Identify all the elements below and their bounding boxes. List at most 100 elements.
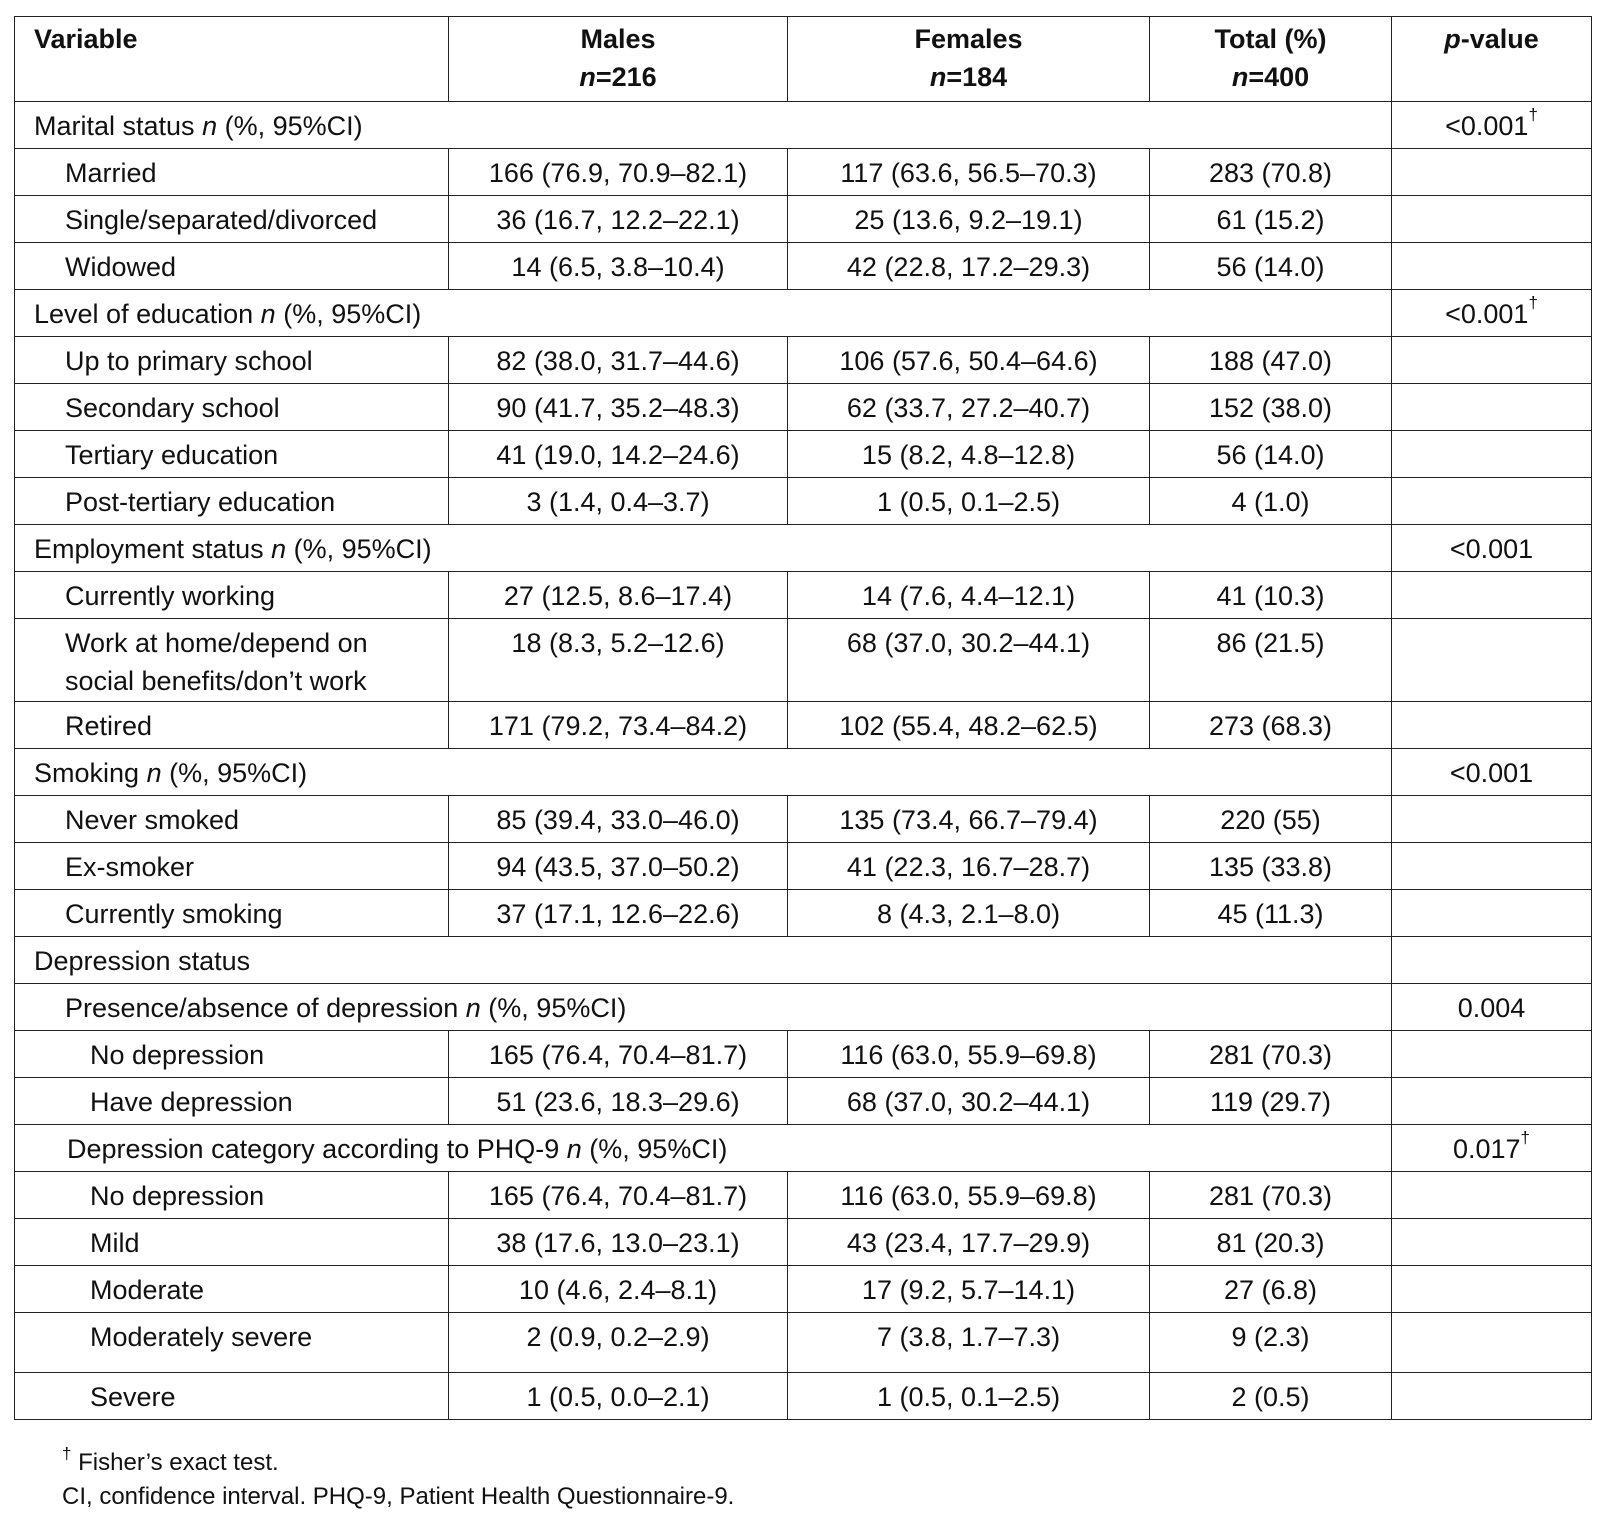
cell-females: 7 (3.8, 1.7–7.3) xyxy=(787,1312,1150,1373)
cell-total: 56 (14.0) xyxy=(1149,242,1392,290)
cell-males: 38 (17.6, 13.0–23.1) xyxy=(448,1218,788,1266)
p-value: 0.004 xyxy=(1391,983,1592,1031)
table-row: Severe 1 (0.5, 0.0–2.1) 1 (0.5, 0.1–2.5)… xyxy=(14,1372,1592,1420)
cell-females: 42 (22.8, 17.2–29.3) xyxy=(787,242,1150,290)
table-row: Secondary school 90 (41.7, 35.2–48.3) 62… xyxy=(14,383,1592,431)
row-label: Widowed xyxy=(14,242,449,290)
p-value: <0.001 xyxy=(1391,748,1592,796)
row-label: Up to primary school xyxy=(14,336,449,384)
subsection-label: Presence/absence of depression n (%, 95%… xyxy=(14,983,1392,1031)
row-label: Married xyxy=(14,148,449,196)
cell-total: 135 (33.8) xyxy=(1149,842,1392,890)
cell-females: 1 (0.5, 0.1–2.5) xyxy=(787,1372,1150,1420)
table-header-row: Variable Males n=216 Females n=184 Total (… xyxy=(14,16,1592,102)
cell-total: 281 (70.3) xyxy=(1149,1171,1392,1219)
cell-total: 119 (29.7) xyxy=(1149,1077,1392,1125)
row-label: Have depression xyxy=(14,1077,449,1125)
cell-males: 165 (76.4, 70.4–81.7) xyxy=(448,1171,788,1219)
row-label: No depression xyxy=(14,1030,449,1078)
cell-males: 82 (38.0, 31.7–44.6) xyxy=(448,336,788,384)
cell-males: 14 (6.5, 3.8–10.4) xyxy=(448,242,788,290)
cell-p-empty xyxy=(1391,936,1592,984)
header-males: Males n=216 xyxy=(448,16,788,102)
table-row: Post-tertiary education 3 (1.4, 0.4–3.7)… xyxy=(14,477,1592,525)
section-label: Employment status n (%, 95%CI) xyxy=(14,524,1392,572)
row-label: Currently working xyxy=(14,571,449,619)
cell-males: 3 (1.4, 0.4–3.7) xyxy=(448,477,788,525)
cell-females: 15 (8.2, 4.8–12.8) xyxy=(787,430,1150,478)
cell-males: 10 (4.6, 2.4–8.1) xyxy=(448,1265,788,1313)
cell-females: 102 (55.4, 48.2–62.5) xyxy=(787,701,1150,749)
cell-total: 86 (21.5) xyxy=(1149,618,1392,702)
table-row: Currently working 27 (12.5, 8.6–17.4) 14… xyxy=(14,571,1592,619)
table-row: Have depression 51 (23.6, 18.3–29.6) 68 … xyxy=(14,1077,1592,1125)
row-label: Secondary school xyxy=(14,383,449,431)
section-row-depression: Depression status xyxy=(14,936,1592,984)
cell-males: 27 (12.5, 8.6–17.4) xyxy=(448,571,788,619)
cell-total: 283 (70.8) xyxy=(1149,148,1392,196)
cell-p-empty xyxy=(1391,383,1592,431)
cell-total: 220 (55) xyxy=(1149,795,1392,843)
cell-p-empty xyxy=(1391,242,1592,290)
cell-p-empty xyxy=(1391,195,1592,243)
cell-females: 106 (57.6, 50.4–64.6) xyxy=(787,336,1150,384)
cell-p-empty xyxy=(1391,477,1592,525)
cell-total: 41 (10.3) xyxy=(1149,571,1392,619)
row-label: Post-tertiary education xyxy=(14,477,449,525)
section-row-smoking: Smoking n (%, 95%CI) <0.001 xyxy=(14,748,1592,796)
header-p-value: p-value xyxy=(1391,16,1592,102)
cell-total: 81 (20.3) xyxy=(1149,1218,1392,1266)
row-label: Moderate xyxy=(14,1265,449,1313)
table-row: Never smoked 85 (39.4, 33.0–46.0) 135 (7… xyxy=(14,795,1592,843)
cell-females: 68 (37.0, 30.2–44.1) xyxy=(787,618,1150,702)
cell-males: 36 (16.7, 12.2–22.1) xyxy=(448,195,788,243)
cell-females: 8 (4.3, 2.1–8.0) xyxy=(787,889,1150,937)
cell-females: 41 (22.3, 16.7–28.7) xyxy=(787,842,1150,890)
cell-p-empty xyxy=(1391,889,1592,937)
row-label: Retired xyxy=(14,701,449,749)
section-label: Smoking n (%, 95%CI) xyxy=(14,748,1392,796)
p-value: <0.001† xyxy=(1391,101,1592,149)
subsection-row-presence: Presence/absence of depression n (%, 95%… xyxy=(14,983,1592,1031)
cell-females: 116 (63.0, 55.9–69.8) xyxy=(787,1171,1150,1219)
table-row: Married 166 (76.9, 70.9–82.1) 117 (63.6,… xyxy=(14,148,1592,196)
cell-p-empty xyxy=(1391,1372,1592,1420)
section-row-education: Level of education n (%, 95%CI) <0.001† xyxy=(14,289,1592,337)
table-row: Up to primary school 82 (38.0, 31.7–44.6… xyxy=(14,336,1592,384)
cell-females: 14 (7.6, 4.4–12.1) xyxy=(787,571,1150,619)
cell-total: 281 (70.3) xyxy=(1149,1030,1392,1078)
cell-males: 166 (76.9, 70.9–82.1) xyxy=(448,148,788,196)
subsection-row-phq: Depression category according to PHQ-9 n… xyxy=(14,1124,1592,1172)
cell-total: 2 (0.5) xyxy=(1149,1372,1392,1420)
cell-p-empty xyxy=(1391,430,1592,478)
table-row: Single/separated/divorced 36 (16.7, 12.2… xyxy=(14,195,1592,243)
cell-p-empty xyxy=(1391,148,1592,196)
cell-p-empty xyxy=(1391,701,1592,749)
demographics-table: Variable Males n=216 Females n=184 Total (… xyxy=(14,16,1592,1420)
p-value: <0.001 xyxy=(1391,524,1592,572)
header-total: Total (%) n=400 xyxy=(1149,16,1392,102)
row-label: Currently smoking xyxy=(14,889,449,937)
cell-females: 1 (0.5, 0.1–2.5) xyxy=(787,477,1150,525)
section-label: Depression status xyxy=(14,936,1392,984)
row-label: Severe xyxy=(14,1372,449,1420)
cell-p-empty xyxy=(1391,1265,1592,1313)
cell-total: 4 (1.0) xyxy=(1149,477,1392,525)
cell-males: 85 (39.4, 33.0–46.0) xyxy=(448,795,788,843)
footnote-abbreviations: CI, confidence interval. PHQ-9, Patient … xyxy=(62,1483,735,1510)
section-label: Level of education n (%, 95%CI) xyxy=(14,289,1392,337)
cell-total: 45 (11.3) xyxy=(1149,889,1392,937)
cell-males: 51 (23.6, 18.3–29.6) xyxy=(448,1077,788,1125)
cell-females: 135 (73.4, 66.7–79.4) xyxy=(787,795,1150,843)
table-row: Currently smoking 37 (17.1, 12.6–22.6) 8… xyxy=(14,889,1592,937)
cell-total: 152 (38.0) xyxy=(1149,383,1392,431)
cell-males: 2 (0.9, 0.2–2.9) xyxy=(448,1312,788,1373)
table-row: Tertiary education 41 (19.0, 14.2–24.6) … xyxy=(14,430,1592,478)
cell-females: 43 (23.4, 17.7–29.9) xyxy=(787,1218,1150,1266)
cell-males: 90 (41.7, 35.2–48.3) xyxy=(448,383,788,431)
cell-females: 25 (13.6, 9.2–19.1) xyxy=(787,195,1150,243)
section-row-employment: Employment status n (%, 95%CI) <0.001 xyxy=(14,524,1592,572)
cell-females: 116 (63.0, 55.9–69.8) xyxy=(787,1030,1150,1078)
cell-total: 273 (68.3) xyxy=(1149,701,1392,749)
cell-females: 117 (63.6, 56.5–70.3) xyxy=(787,148,1150,196)
